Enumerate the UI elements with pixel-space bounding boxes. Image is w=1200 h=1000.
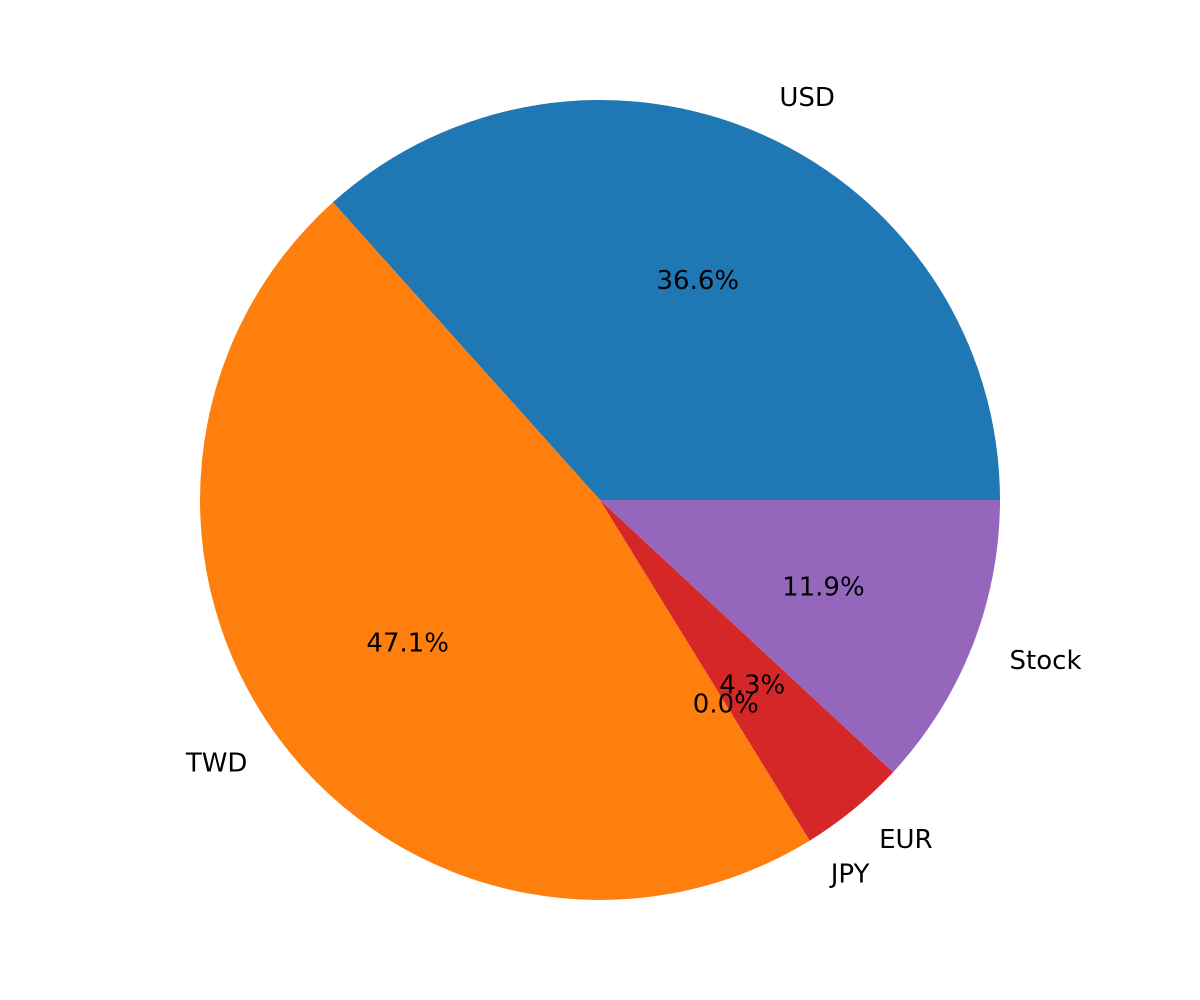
slice-percent-jpy: 0.0% [693, 689, 759, 719]
pie-slice-stock [600, 500, 1000, 773]
labels-layer: USD 36.6% TWD 47.1% JPY 0.0% EUR 4.3% Stock 11.9% [185, 83, 1082, 889]
pie-slice-twd [200, 202, 810, 900]
pie-slice-eur [600, 500, 894, 841]
slice-percent-twd: 47.1% [366, 629, 449, 659]
slice-percent-usd: 36.6% [657, 266, 740, 296]
slice-percent-eur: 4.3% [719, 671, 785, 701]
slice-label-stock: Stock [1010, 646, 1082, 676]
slice-percent-stock: 11.9% [782, 573, 865, 603]
slices-layer [200, 100, 1000, 900]
slice-label-jpy: JPY [829, 860, 870, 890]
slice-label-eur: EUR [879, 825, 933, 855]
slice-label-twd: TWD [185, 748, 248, 778]
slice-label-usd: USD [779, 83, 835, 113]
pie-slice-usd [332, 100, 1000, 500]
